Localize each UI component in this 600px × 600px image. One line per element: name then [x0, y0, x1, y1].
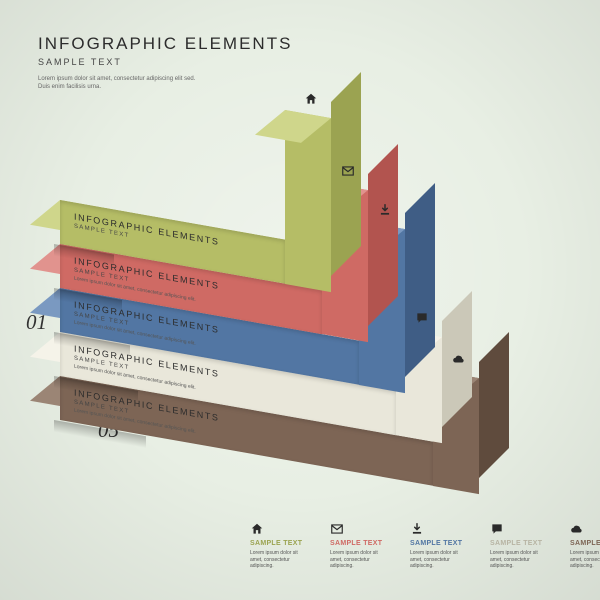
legend-body: Lorem ipsum dolor sit amet, consectetur … — [410, 550, 468, 570]
ribbon-bar-chart: INFOGRAPHIC ELEMENTSSAMPLE TEXTLorem ips… — [60, 140, 560, 470]
legend-body: Lorem ipsum dolor sit amet, consectetur … — [570, 550, 600, 570]
page-body: Lorem ipsum dolor sit amet, consectetur … — [38, 75, 198, 92]
legend-title: SAMPLE TEXT — [250, 540, 308, 547]
legend-title: SAMPLE TEXT — [330, 540, 388, 547]
legend-item: SAMPLE TEXT Lorem ipsum dolor sit amet, c… — [570, 522, 600, 570]
bar-side — [479, 332, 509, 478]
home-icon — [304, 92, 318, 111]
legend-item: SAMPLE TEXT Lorem ipsum dolor sit amet, c… — [250, 522, 308, 570]
chat-icon — [415, 311, 429, 330]
chat-icon — [490, 522, 548, 536]
mail-icon — [330, 522, 388, 536]
cloud-icon — [570, 522, 600, 536]
legend: SAMPLE TEXT Lorem ipsum dolor sit amet, c… — [250, 522, 600, 570]
header: INFOGRAPHIC ELEMENTS SAMPLE TEXT Lorem i… — [38, 34, 292, 92]
cloud-icon — [452, 352, 466, 371]
download-icon — [410, 522, 468, 536]
download-icon — [378, 203, 392, 222]
legend-title: SAMPLE TEXT — [410, 540, 468, 547]
mail-icon — [341, 164, 355, 183]
bar-side — [405, 183, 435, 377]
legend-item: SAMPLE TEXT Lorem ipsum dolor sit amet, c… — [490, 522, 548, 570]
page-title: INFOGRAPHIC ELEMENTS — [38, 34, 292, 54]
page-subtitle: SAMPLE TEXT — [38, 57, 292, 67]
legend-title: SAMPLE TEXT — [570, 540, 600, 547]
legend-item: SAMPLE TEXT Lorem ipsum dolor sit amet, c… — [330, 522, 388, 570]
home-icon — [250, 522, 308, 536]
legend-body: Lorem ipsum dolor sit amet, consectetur … — [330, 550, 388, 570]
legend-body: Lorem ipsum dolor sit amet, consectetur … — [490, 550, 548, 570]
legend-body: Lorem ipsum dolor sit amet, consectetur … — [250, 550, 308, 570]
bar-side — [368, 144, 398, 326]
legend-item: SAMPLE TEXT Lorem ipsum dolor sit amet, c… — [410, 522, 468, 570]
legend-title: SAMPLE TEXT — [490, 540, 548, 547]
